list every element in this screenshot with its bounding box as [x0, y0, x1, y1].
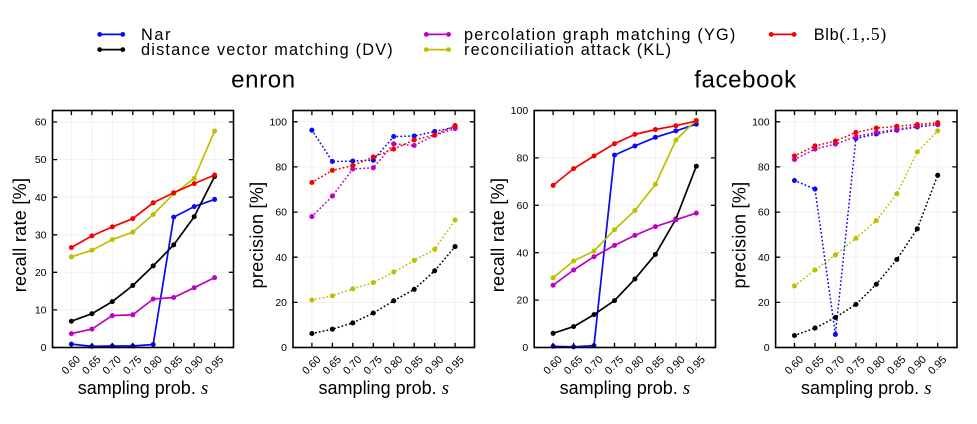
svg-text:50: 50	[35, 154, 47, 166]
svg-text:precision [%]: precision [%]	[729, 182, 749, 289]
svg-text:60: 60	[275, 207, 287, 219]
svg-text:80: 80	[275, 162, 287, 174]
svg-text:reconciliation attack (KL): reconciliation attack (KL)	[464, 41, 672, 59]
svg-text:100: 100	[752, 116, 770, 128]
svg-text:Blb(.1,.5): Blb(.1,.5)	[814, 24, 887, 44]
svg-text:precision [%]: precision [%]	[247, 182, 267, 289]
svg-text:100: 100	[511, 105, 529, 117]
svg-text:sampling prob. s: sampling prob. s	[319, 378, 449, 399]
svg-text:percolation graph matching (YG: percolation graph matching (YG)	[464, 26, 737, 44]
svg-text:80: 80	[758, 162, 770, 174]
svg-text:100: 100	[269, 116, 287, 128]
svg-text:0: 0	[281, 342, 287, 354]
svg-text:60: 60	[35, 117, 47, 129]
svg-text:10: 10	[35, 305, 47, 317]
svg-text:recall rate [%]: recall rate [%]	[488, 178, 508, 293]
svg-text:Nar: Nar	[141, 26, 172, 44]
svg-text:0: 0	[41, 342, 47, 354]
svg-text:60: 60	[517, 200, 529, 212]
svg-text:distance vector matching (DV): distance vector matching (DV)	[141, 41, 394, 59]
svg-text:sampling prob. s: sampling prob. s	[560, 378, 690, 399]
svg-text:60: 60	[758, 207, 770, 219]
svg-text:20: 20	[35, 267, 47, 279]
svg-text:40: 40	[35, 192, 47, 204]
svg-text:80: 80	[517, 153, 529, 165]
svg-text:0: 0	[522, 342, 528, 354]
svg-text:facebook: facebook	[694, 67, 797, 94]
svg-text:20: 20	[758, 297, 770, 309]
svg-text:40: 40	[517, 247, 529, 259]
svg-text:40: 40	[275, 252, 287, 264]
svg-text:sampling prob. s: sampling prob. s	[78, 378, 208, 399]
svg-text:20: 20	[517, 295, 529, 307]
svg-text:20: 20	[275, 297, 287, 309]
svg-text:sampling prob. s: sampling prob. s	[801, 378, 931, 399]
svg-text:40: 40	[758, 252, 770, 264]
svg-text:enron: enron	[231, 67, 296, 94]
svg-text:30: 30	[35, 229, 47, 241]
svg-text:recall rate [%]: recall rate [%]	[10, 178, 30, 293]
svg-text:0: 0	[764, 342, 770, 354]
